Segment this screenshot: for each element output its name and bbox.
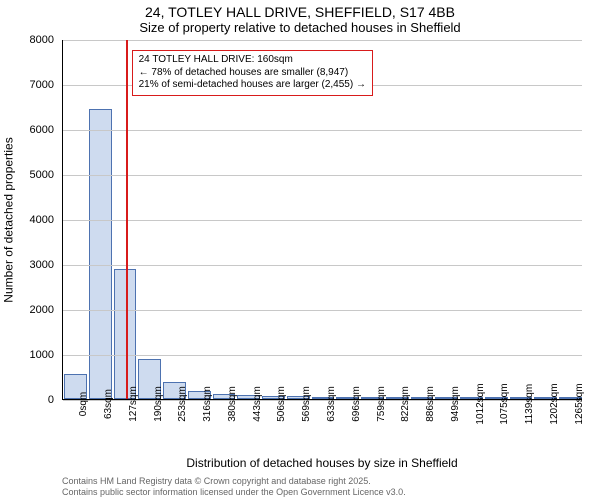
- x-tick-label: 63sqm: [103, 389, 114, 419]
- x-tick-label: 127sqm: [128, 386, 139, 422]
- y-tick-label: 7000: [30, 79, 54, 91]
- x-tick-label: 633sqm: [326, 386, 337, 422]
- grid-line: [63, 130, 582, 131]
- title-main: 24, TOTLEY HALL DRIVE, SHEFFIELD, S17 4B…: [0, 0, 600, 20]
- y-tick-label: 6000: [30, 124, 54, 136]
- reference-line: [126, 40, 128, 399]
- x-tick-label: 1265sqm: [574, 383, 585, 424]
- annotation-line3: 21% of semi-detached houses are larger (…: [139, 79, 366, 92]
- x-tick-label: 190sqm: [153, 386, 164, 422]
- x-tick-label: 822sqm: [400, 386, 411, 422]
- x-tick-label: 0sqm: [78, 392, 89, 416]
- grid-line: [63, 220, 582, 221]
- attribution-line1: Contains HM Land Registry data © Crown c…: [62, 476, 582, 487]
- x-tick-label: 380sqm: [227, 386, 238, 422]
- y-tick-label: 4000: [30, 214, 54, 226]
- x-tick-label: 1012sqm: [475, 383, 486, 424]
- annotation-box: 24 TOTLEY HALL DRIVE: 160sqm← 78% of det…: [132, 50, 373, 96]
- y-axis-label: Number of detached properties: [0, 40, 18, 400]
- annotation-line1: 24 TOTLEY HALL DRIVE: 160sqm: [139, 54, 366, 67]
- grid-line: [63, 355, 582, 356]
- figure: 24, TOTLEY HALL DRIVE, SHEFFIELD, S17 4B…: [0, 0, 600, 500]
- y-axis-label-text: Number of detached properties: [2, 137, 16, 302]
- y-tick-column: 010002000300040005000600070008000: [18, 40, 58, 400]
- x-axis-label: Distribution of detached houses by size …: [62, 456, 582, 470]
- attribution: Contains HM Land Registry data © Crown c…: [62, 476, 582, 499]
- x-tick-label: 1075sqm: [499, 383, 510, 424]
- y-tick-label: 3000: [30, 259, 54, 271]
- x-tick-label: 949sqm: [450, 386, 461, 422]
- plot-area: 24 TOTLEY HALL DRIVE: 160sqm← 78% of det…: [62, 40, 582, 400]
- x-tick-label: 569sqm: [301, 386, 312, 422]
- x-tick-label: 253sqm: [177, 386, 188, 422]
- y-tick-label: 8000: [30, 34, 54, 46]
- grid-line: [63, 40, 582, 41]
- grid-line: [63, 265, 582, 266]
- attribution-line2: Contains public sector information licen…: [62, 487, 582, 498]
- x-tick-label: 886sqm: [425, 386, 436, 422]
- plot: 24 TOTLEY HALL DRIVE: 160sqm← 78% of det…: [62, 40, 582, 400]
- title-sub: Size of property relative to detached ho…: [0, 20, 600, 41]
- x-tick-label: 1202sqm: [549, 383, 560, 424]
- annotation-line2: ← 78% of detached houses are smaller (8,…: [139, 67, 366, 80]
- grid-line: [63, 310, 582, 311]
- y-tick-label: 1000: [30, 349, 54, 361]
- grid-line: [63, 175, 582, 176]
- x-tick-label: 1139sqm: [524, 384, 535, 424]
- y-tick-label: 2000: [30, 304, 54, 316]
- x-tick-label: 506sqm: [276, 386, 287, 422]
- y-tick-label: 0: [48, 394, 54, 406]
- x-tick-column: 0sqm63sqm127sqm190sqm253sqm316sqm380sqm4…: [62, 400, 582, 456]
- x-tick-label: 696sqm: [351, 386, 362, 422]
- y-tick-label: 5000: [30, 169, 54, 181]
- x-tick-label: 443sqm: [252, 386, 263, 422]
- x-tick-label: 759sqm: [376, 386, 387, 422]
- x-tick-label: 316sqm: [202, 386, 213, 422]
